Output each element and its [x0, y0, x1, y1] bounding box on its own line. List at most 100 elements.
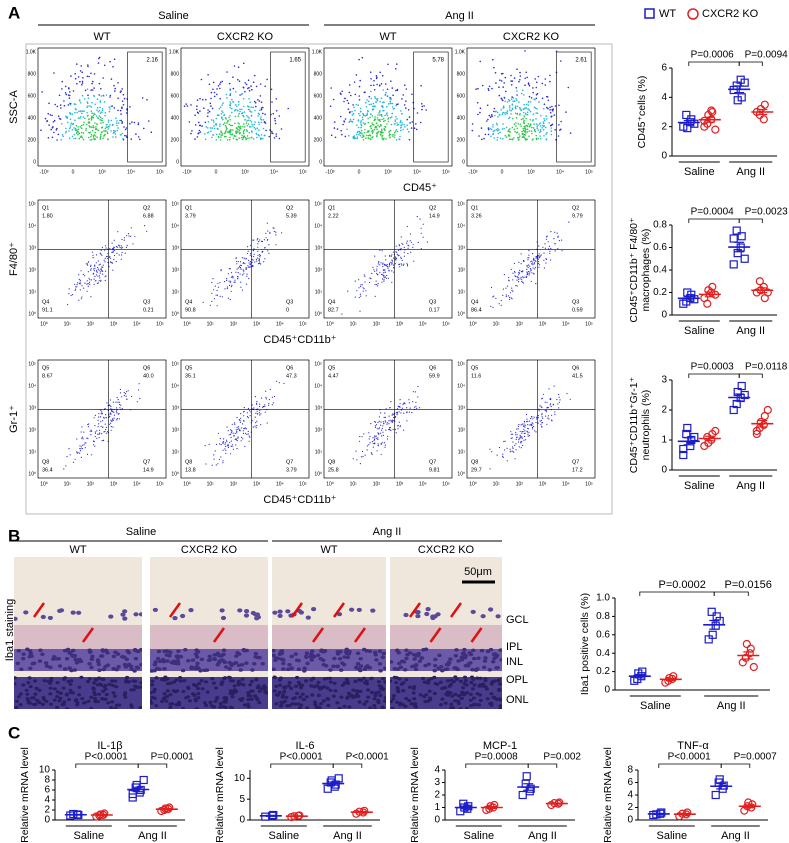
flow-dot [130, 138, 133, 140]
flow-dot [499, 79, 501, 81]
cell [495, 614, 501, 619]
flow-dot [516, 131, 519, 133]
flow-tick-label: 10³ [29, 245, 37, 251]
flow-dot [102, 439, 104, 441]
flow-dot [403, 123, 406, 126]
flow-dot [105, 275, 107, 277]
flow-dot [374, 295, 376, 297]
flow-dot [102, 426, 104, 428]
flow-dot [358, 296, 360, 299]
flow-dot [215, 139, 218, 141]
flow-dot [368, 137, 370, 140]
flow-dot [103, 130, 105, 132]
flow-dot [414, 391, 416, 393]
flow-dot [491, 115, 493, 118]
cell [256, 684, 261, 688]
flow-dot [111, 105, 113, 107]
flow-dot [117, 122, 120, 124]
quadrant-value: 8.67 [42, 373, 53, 379]
flow-dot [131, 395, 133, 398]
cell [319, 649, 324, 654]
flow-dot [520, 447, 522, 449]
flow-dot [53, 119, 56, 122]
cell [499, 658, 502, 662]
flow-dot [362, 118, 364, 121]
flow-dot [237, 78, 239, 81]
flow-tick-label: 10² [516, 321, 524, 327]
flow-dot [246, 125, 248, 127]
cell [178, 679, 183, 683]
cell [296, 702, 301, 706]
cell [131, 679, 136, 683]
flow-dot [541, 406, 543, 409]
flow-dot [223, 438, 225, 440]
flow-dot [217, 463, 219, 465]
flow-dot [398, 421, 400, 423]
flow-dot [97, 260, 99, 262]
flow-dot [519, 79, 521, 81]
flow-dot [83, 98, 86, 100]
flow-dot [215, 464, 217, 466]
flow-dot [79, 289, 81, 291]
cell [310, 693, 315, 697]
flow-dot [545, 115, 547, 117]
cell [328, 668, 333, 672]
flow-dot [237, 426, 240, 428]
flow-dot [399, 399, 401, 401]
flow-dot [346, 99, 349, 102]
flow-dot [260, 108, 263, 111]
flow-dots [67, 225, 148, 306]
flow-dot [520, 441, 522, 443]
flow-dot [510, 297, 512, 299]
cell [63, 648, 69, 653]
quadrant-name: Q1 [185, 205, 192, 211]
flow-tick-label: -10³ [183, 169, 192, 175]
flow-tick-label: 0 [462, 159, 465, 165]
cell [221, 648, 227, 652]
flow-dot [522, 276, 524, 278]
flow-tick-label: 400 [457, 115, 466, 121]
cell [48, 692, 53, 696]
flow-dot [519, 269, 521, 272]
cell [58, 696, 63, 700]
flow-dot [381, 281, 383, 283]
cell [293, 652, 298, 656]
flow-tick-label: -10³ [469, 169, 478, 175]
flow-dot [534, 430, 536, 432]
cell [74, 658, 80, 662]
flow-dot [515, 122, 517, 124]
flow-dot [500, 73, 503, 75]
flow-dot [358, 287, 360, 289]
flow-dot [558, 396, 560, 398]
flow-dot [219, 295, 221, 297]
flow-dot [366, 445, 368, 447]
flow-dot [521, 278, 523, 280]
flow-dot [86, 88, 89, 90]
data-point [657, 808, 666, 817]
cell [435, 682, 440, 686]
flow-dot [361, 56, 364, 59]
flow-tick-label: 10⁵ [28, 361, 36, 367]
flow-dot [263, 239, 265, 241]
significance-bracket [738, 61, 763, 66]
cell [383, 699, 386, 703]
flow-dot [234, 422, 236, 424]
flow-dot [106, 255, 108, 258]
flow-dot [526, 111, 529, 114]
flow-dot [119, 392, 122, 394]
flow-dot [99, 138, 102, 140]
flow-dot [94, 265, 96, 267]
flow-dot [236, 127, 238, 130]
flow-dot [248, 262, 250, 264]
flow-dot [253, 126, 256, 129]
flow-tick-label: 10³ [315, 245, 323, 251]
flow-dot [238, 266, 241, 268]
flow-dot [225, 452, 227, 454]
flow-dot [263, 405, 265, 408]
flow-dot [546, 118, 548, 120]
flow-dot [531, 260, 533, 262]
cell [398, 665, 404, 669]
flow-dot [110, 261, 112, 263]
flow-dot [117, 231, 119, 233]
flow-dot [518, 136, 520, 139]
